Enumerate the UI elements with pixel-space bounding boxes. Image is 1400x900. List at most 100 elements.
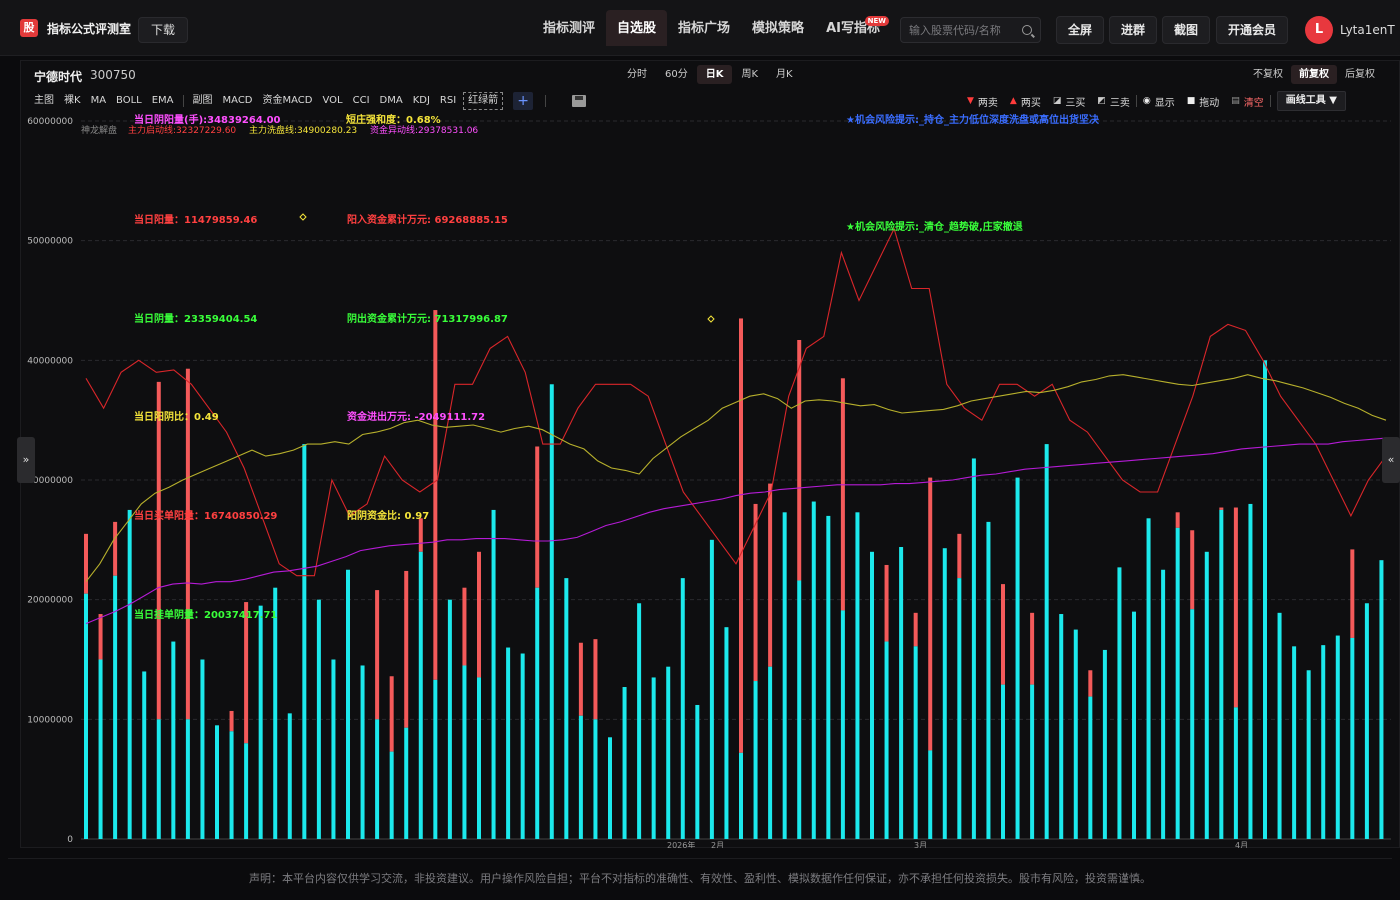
- period-tab[interactable]: 月K: [776, 69, 793, 80]
- cyan-volume-bar: [491, 509, 496, 839]
- volume-chart[interactable]: 60000000 50000000 40000000 30000000 20000000…: [21, 113, 1399, 848]
- brand[interactable]: 股 指标公式评测室: [20, 19, 131, 37]
- nav-item[interactable]: 指标测评: [532, 10, 606, 46]
- eye-icon: ◉: [1142, 96, 1151, 106]
- indicator-tab[interactable]: DMA: [379, 95, 403, 106]
- cyan-volume-bar: [171, 641, 176, 839]
- period-tab[interactable]: 周K: [741, 69, 759, 80]
- period-tab[interactable]: 60分: [665, 69, 688, 80]
- cyan-volume-bar: [215, 725, 219, 839]
- x-tick-label: 3月: [914, 841, 927, 848]
- nav-item[interactable]: 自选股: [606, 10, 668, 46]
- indicator-tab[interactable]: KDJ: [412, 95, 430, 106]
- nav-item-label: 自选股: [617, 21, 657, 36]
- y-tick-label: 10000000: [27, 715, 73, 725]
- indicator-tab[interactable]: 资金MACD: [262, 95, 313, 106]
- indicator-tab[interactable]: CCI: [352, 95, 370, 106]
- cyan-volume-bar: [1088, 696, 1093, 839]
- divider: [1135, 95, 1137, 107]
- cyan-volume-bar: [1146, 518, 1151, 839]
- adjust-tab[interactable]: 后复权: [1345, 69, 1375, 80]
- cyan-volume-bar: [928, 750, 933, 839]
- red-volume-bar: [477, 551, 481, 678]
- save-icon[interactable]: [572, 95, 587, 107]
- two-buy-tool[interactable]: ▲ 两买: [1004, 94, 1047, 109]
- nav-item[interactable]: 指标广场: [667, 10, 741, 46]
- membership-button[interactable]: 开通会员: [1216, 16, 1289, 44]
- cyan-volume-bar: [1030, 684, 1035, 839]
- cyan-volume-bar: [768, 666, 773, 839]
- cyan-volume-bar: [971, 458, 976, 839]
- two-sell-tool[interactable]: ▼ 两卖: [961, 94, 1004, 109]
- cyan-volume-bar: [520, 653, 525, 839]
- user-menu[interactable]: L Lyta1enT: [1305, 16, 1395, 44]
- clear-tool[interactable]: ▤ 清空: [1225, 94, 1270, 109]
- indicator-tab[interactable]: VOL: [322, 95, 343, 106]
- red-volume-bar: [229, 710, 234, 732]
- download-button[interactable]: 下载: [138, 17, 189, 43]
- cyan-volume-bar: [855, 512, 860, 839]
- three-buy-tool[interactable]: ◪ 三买: [1047, 94, 1092, 109]
- cyan-volume-bar: [1175, 527, 1180, 839]
- fullscreen-button[interactable]: 全屏: [1056, 16, 1105, 44]
- indicator-annotation: ★机会风险提示:_清仓_趋势破,庄家撤退: [846, 220, 1023, 233]
- expand-left-button[interactable]: »: [17, 437, 35, 483]
- cyan-volume-bar: [826, 515, 831, 839]
- stock-search-input[interactable]: [909, 23, 1022, 37]
- expand-right-button[interactable]: «: [1382, 437, 1400, 483]
- three-sell-label: 三卖: [1109, 97, 1130, 109]
- indicator-tab[interactable]: MA: [90, 95, 107, 106]
- show-toggle[interactable]: ◉ 显示: [1137, 94, 1181, 109]
- legend-label: 主力启动线:32327229.60: [128, 124, 236, 136]
- cyan-volume-bar: [1219, 509, 1224, 839]
- up-triangle-icon: ▲: [1009, 96, 1017, 106]
- indicator-tab[interactable]: MACD: [222, 95, 253, 106]
- indicator-tab[interactable]: EMA: [151, 95, 174, 106]
- username[interactable]: Lyta1enT: [1340, 23, 1395, 37]
- cyan-volume-bar: [302, 444, 307, 839]
- nav-item-label: 指标测评: [543, 21, 596, 36]
- three-buy-label: 三买: [1065, 97, 1086, 109]
- red-volume-bar: [156, 381, 161, 720]
- draw-tools-dropdown[interactable]: 画线工具 ▼: [1276, 91, 1346, 111]
- cyan-volume-bar: [1233, 707, 1238, 839]
- indicator-tab[interactable]: BOLL: [116, 95, 142, 106]
- y-tick-label: 20000000: [27, 596, 73, 606]
- adjust-tab[interactable]: 不复权: [1253, 69, 1283, 80]
- cyan-volume-bar: [709, 539, 714, 839]
- red-green-arrow-tab[interactable]: 红绿箭: [463, 92, 504, 110]
- trash-icon: ▤: [1231, 96, 1240, 106]
- period-tab[interactable]: 分时: [627, 69, 647, 80]
- adjust-tab[interactable]: 前复权: [1291, 65, 1337, 84]
- nav-item[interactable]: AI写指标 NEW: [815, 10, 891, 46]
- indicator-annotation: 阴出资金累计万元: 71317996.87: [347, 312, 508, 325]
- red-volume-bar: [1190, 530, 1195, 610]
- cyan-volume-bar: [477, 677, 481, 839]
- screenshot-button[interactable]: 截图: [1162, 16, 1211, 44]
- cyan-volume-bar: [899, 547, 904, 839]
- period-tab[interactable]: 日K: [696, 65, 733, 84]
- indicator-tab[interactable]: RSI: [439, 95, 457, 106]
- indicator-tab[interactable]: 主图: [34, 95, 54, 106]
- cyan-volume-bar: [331, 659, 336, 839]
- y-tick-label: 40000000: [27, 356, 73, 366]
- indicator-annotation: 短庄强和度：0.68%: [346, 113, 441, 126]
- diamond-marker: [299, 213, 307, 221]
- stock-search[interactable]: [900, 17, 1041, 43]
- indicator-tab[interactable]: 副图: [192, 95, 213, 106]
- three-sell-tool[interactable]: ◩ 三卖: [1091, 94, 1136, 109]
- drag-toggle[interactable]: ■ 拖动: [1181, 94, 1226, 109]
- red-volume-bar: [928, 477, 933, 751]
- cyan-volume-bar: [433, 679, 438, 839]
- search-icon[interactable]: [1022, 25, 1032, 35]
- cyan-volume-bar: [535, 587, 540, 839]
- indicator-tab[interactable]: 裸K: [64, 95, 81, 106]
- nav-item[interactable]: 模拟策略: [741, 10, 815, 46]
- add-indicator-button[interactable]: +: [513, 92, 534, 110]
- cyan-volume-bar: [360, 665, 365, 839]
- cyan-volume-bar: [870, 551, 874, 839]
- avatar[interactable]: L: [1305, 16, 1333, 44]
- join-group-button[interactable]: 进群: [1109, 16, 1158, 44]
- red-volume-bar: [578, 642, 583, 716]
- trend-line-down-icon: ◩: [1097, 96, 1106, 106]
